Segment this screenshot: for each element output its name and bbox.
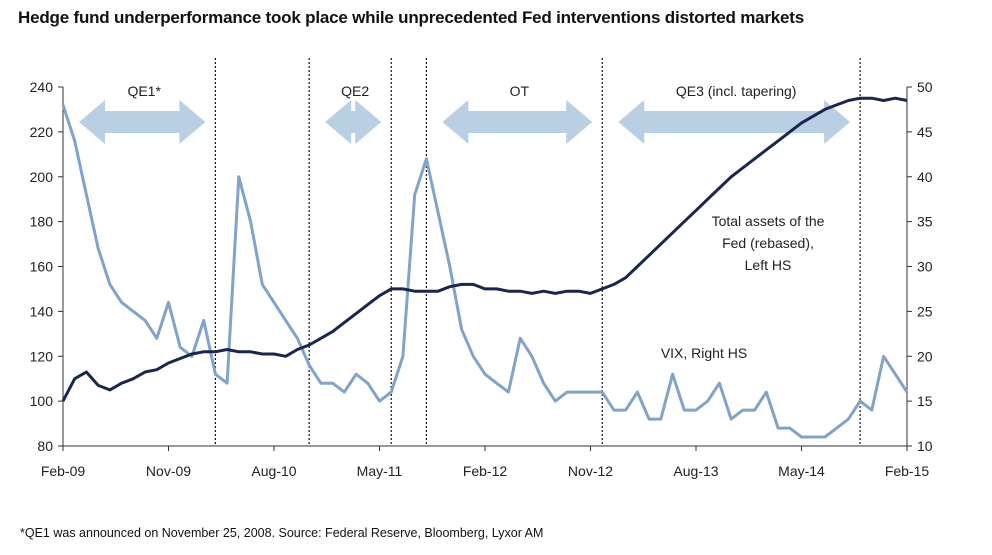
x-tick-label: Nov-09 bbox=[146, 463, 191, 479]
x-tick-label: May-11 bbox=[357, 463, 403, 479]
chart-title: Hedge fund underperformance took place w… bbox=[18, 8, 805, 27]
right-tick-label: 15 bbox=[917, 393, 933, 409]
fed-series-label-line2: Fed (rebased), bbox=[722, 235, 814, 251]
right-tick-label: 45 bbox=[917, 124, 933, 140]
right-tick-label: 30 bbox=[917, 259, 933, 275]
series-layer bbox=[61, 96, 909, 439]
period-arrows: QE1* QE2 OT QE3 (incl. tapering) bbox=[79, 83, 851, 144]
chart: QE1* QE2 OT QE3 (incl. tapering) 80 100 120 14… bbox=[30, 58, 933, 479]
left-tick-label: 240 bbox=[30, 79, 54, 95]
x-tick-label: Feb-12 bbox=[463, 463, 508, 479]
fed-series-label-line3: Left HS bbox=[745, 257, 792, 273]
x-tick-label: Feb-09 bbox=[41, 463, 86, 479]
right-tick-label: 20 bbox=[917, 348, 933, 364]
vix-series-line bbox=[61, 104, 909, 439]
left-tick-label: 120 bbox=[30, 348, 54, 364]
x-tick-label: Feb-15 bbox=[885, 463, 930, 479]
period-label: QE2 bbox=[341, 83, 369, 99]
right-tick-label: 35 bbox=[917, 214, 933, 230]
left-tick-label: 180 bbox=[30, 214, 54, 230]
left-tick-label: 160 bbox=[30, 259, 54, 275]
period-arrow bbox=[618, 100, 851, 144]
left-tick-label: 80 bbox=[37, 438, 53, 454]
right-tick-label: 10 bbox=[917, 438, 933, 454]
period-label: QE1* bbox=[127, 83, 161, 99]
x-tick-label: May-14 bbox=[778, 463, 825, 479]
period-dividers bbox=[214, 58, 861, 446]
left-tick-label: 220 bbox=[30, 124, 54, 140]
period-arrow bbox=[442, 100, 593, 144]
axes: 80 100 120 140 160 180 200 220 240 10 15 20 25 30 35 40… bbox=[30, 79, 933, 479]
left-tick-label: 140 bbox=[30, 303, 54, 319]
vix-series-label: VIX, Right HS bbox=[661, 345, 747, 361]
series-labels: Total assets of the Fed (rebased), Left … bbox=[661, 213, 825, 361]
period-arrow bbox=[325, 100, 382, 144]
period-label: QE3 (incl. tapering) bbox=[676, 83, 797, 99]
fed-assets-series-line bbox=[61, 96, 908, 402]
right-tick-label: 40 bbox=[917, 169, 933, 185]
fed-series-label-line1: Total assets of the bbox=[712, 213, 825, 229]
period-label: OT bbox=[510, 83, 530, 99]
footnote: *QE1 was announced on November 25, 2008.… bbox=[20, 526, 544, 540]
x-tick-label: Aug-13 bbox=[673, 463, 718, 479]
x-tick-label: Aug-10 bbox=[251, 463, 296, 479]
period-arrow bbox=[79, 100, 206, 144]
left-tick-label: 100 bbox=[30, 393, 54, 409]
right-tick-label: 25 bbox=[917, 303, 933, 319]
left-tick-label: 200 bbox=[30, 169, 54, 185]
right-tick-label: 50 bbox=[917, 79, 933, 95]
x-tick-label: Nov-12 bbox=[568, 463, 613, 479]
